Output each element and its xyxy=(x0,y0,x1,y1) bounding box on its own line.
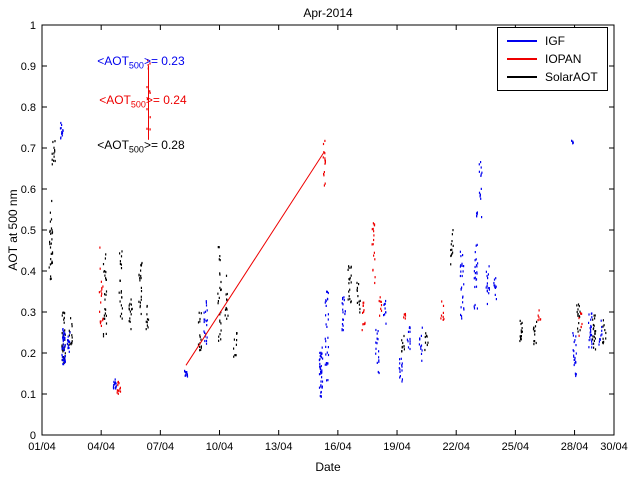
x-tick-label: 13/04 xyxy=(265,441,293,453)
legend-line-sample xyxy=(507,40,537,42)
y-tick-label: 1 xyxy=(30,20,36,32)
y-tick-label: 0.6 xyxy=(21,184,36,196)
series-IGF xyxy=(59,121,603,398)
x-tick-label: 28/04 xyxy=(561,441,589,453)
x-tick-label: 19/04 xyxy=(383,441,411,453)
y-tick-label: 0.2 xyxy=(21,348,36,360)
y-tick-label: 0.9 xyxy=(21,61,36,73)
annotation-prefix: <AOT xyxy=(99,92,131,107)
y-tick-label: 0.7 xyxy=(21,143,36,155)
y-tick-label: 0.4 xyxy=(21,266,36,278)
legend-item-iopan: IOPAN xyxy=(507,52,598,66)
y-tick-label: 0 xyxy=(30,430,36,442)
annotation-solaraot-mean: <AOT500>= 0.28 xyxy=(97,138,184,154)
x-tick-label: 16/04 xyxy=(324,441,352,453)
legend: IGF IOPAN SolarAOT xyxy=(497,27,608,91)
y-tick-label: 0.1 xyxy=(21,389,36,401)
annotation-suffix: >= 0.24 xyxy=(145,92,187,107)
x-axis-label: Date xyxy=(315,460,341,474)
annotation-subscript: 500 xyxy=(130,99,146,110)
series-IOPAN xyxy=(98,59,583,395)
legend-item-igf: IGF xyxy=(507,34,598,48)
axes: 01/04 04/04 07/04 10/04 13/04 16/04 19/04 22/04… xyxy=(21,20,628,453)
x-tick-label: 04/04 xyxy=(87,441,115,453)
x-tick-label: 01/04 xyxy=(28,441,56,453)
legend-label: IOPAN xyxy=(545,52,582,66)
annotation-igf-mean: <AOT500>= 0.23 xyxy=(97,54,184,70)
legend-line-sample xyxy=(507,76,537,78)
annotation-prefix: <AOT xyxy=(97,137,129,152)
annotation-prefix: <AOT xyxy=(97,53,129,68)
x-tick-label: 22/04 xyxy=(442,441,470,453)
annotation-subscript: 500 xyxy=(128,60,144,71)
legend-label: SolarAOT xyxy=(545,70,598,84)
x-tick-label: 25/04 xyxy=(502,441,530,453)
annotation-suffix: >= 0.23 xyxy=(143,53,185,68)
annotation-iopan-mean: <AOT500>= 0.24 xyxy=(99,93,186,109)
annotation-subscript: 500 xyxy=(128,144,144,155)
legend-item-solaraot: SolarAOT xyxy=(507,70,598,84)
legend-label: IGF xyxy=(545,34,565,48)
annotation-suffix: >= 0.28 xyxy=(143,137,185,152)
chart-title: Apr-2014 xyxy=(303,6,353,20)
y-tick-label: 0.3 xyxy=(21,307,36,319)
y-tick-label: 0.5 xyxy=(21,225,36,237)
x-tick-label: 30/04 xyxy=(600,441,628,453)
y-tick-label: 0.8 xyxy=(21,102,36,114)
legend-line-sample xyxy=(507,58,537,60)
x-tick-label: 07/04 xyxy=(147,441,175,453)
x-tick-label: 10/04 xyxy=(206,441,234,453)
series-SolarAOT xyxy=(48,140,607,365)
